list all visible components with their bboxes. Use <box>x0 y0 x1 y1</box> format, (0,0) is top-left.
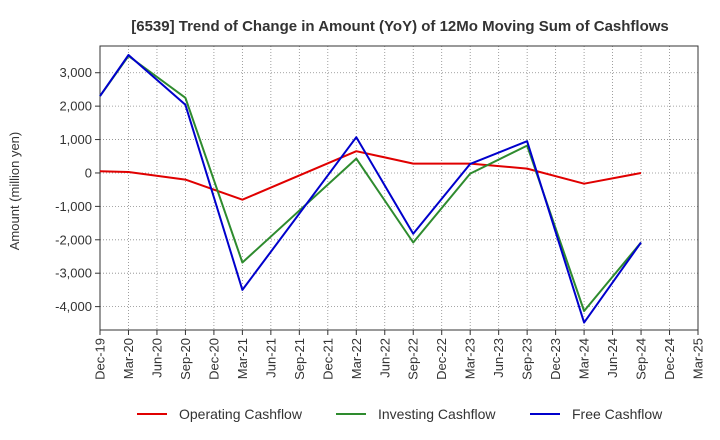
chart-title: [6539] Trend of Change in Amount (YoY) o… <box>131 18 669 35</box>
x-tick-label: Jun-21 <box>263 338 278 378</box>
legend-item-operating-cashflow: Operating Cashflow <box>137 406 303 422</box>
x-tick-label: Dec-21 <box>320 338 335 380</box>
x-tick-label: Sep-21 <box>292 338 307 380</box>
legend-item-free-cashflow: Free Cashflow <box>530 406 663 422</box>
series-line-investing-cashflow <box>99 55 642 312</box>
x-tick-label: Sep-20 <box>178 338 193 380</box>
x-tick-label: Jun-24 <box>605 338 620 378</box>
x-tick-label: Dec-19 <box>93 338 108 380</box>
x-tick-label: Dec-22 <box>434 338 449 380</box>
plot-frame <box>99 45 699 331</box>
y-tick-label: -2,000 <box>55 232 92 247</box>
x-tick-label: Sep-22 <box>406 338 421 380</box>
x-tick-label: Mar-22 <box>349 338 364 379</box>
x-tick-label: Mar-25 <box>691 338 706 379</box>
y-tick-label: 2,000 <box>59 99 92 114</box>
legend-label: Operating Cashflow <box>179 406 303 422</box>
series-lines <box>99 54 642 324</box>
x-tick-label: Mar-21 <box>235 338 250 379</box>
legend-label: Investing Cashflow <box>378 406 496 422</box>
x-tick-label: Jun-20 <box>149 338 164 378</box>
x-tick-label: Mar-20 <box>121 338 136 379</box>
x-tick-label: Dec-23 <box>548 338 563 380</box>
y-tick-label: -1,000 <box>55 199 92 214</box>
x-tick-label: Jun-22 <box>377 338 392 378</box>
axes: -4,000 -3,000 -2,000 -1,000 0 1,000 2,000 3,000… <box>55 45 706 380</box>
legend-item-investing-cashflow: Investing Cashflow <box>336 406 496 422</box>
y-tick-label: -3,000 <box>55 266 92 281</box>
y-tick-label: -4,000 <box>55 299 92 314</box>
x-tick-label: Mar-24 <box>577 338 592 379</box>
x-tick-label: Jun-23 <box>491 338 506 378</box>
x-tick-label: Sep-24 <box>634 338 649 380</box>
series-line-operating-cashflow <box>99 150 642 201</box>
x-tick-label: Dec-24 <box>662 338 677 380</box>
legend-label: Free Cashflow <box>572 406 663 422</box>
x-tick-label: Sep-23 <box>520 338 535 380</box>
series-line-free-cashflow <box>99 54 642 324</box>
y-tick-label: 1,000 <box>59 132 92 147</box>
x-tick-label: Dec-20 <box>206 338 221 380</box>
legend: Operating Cashflow Investing Cashflow Free… <box>137 406 663 422</box>
y-tick-label: 0 <box>85 165 92 180</box>
y-tick-label: 3,000 <box>59 65 92 80</box>
x-tick-label: Mar-23 <box>463 338 478 379</box>
y-axis-label: Amount (million yen) <box>7 132 22 251</box>
